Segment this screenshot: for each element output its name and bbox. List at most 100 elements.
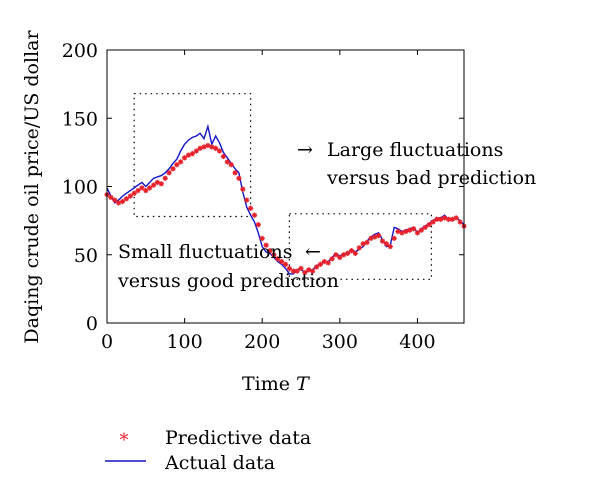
x-tick-label: 400 [399, 331, 435, 353]
predictive-point [345, 250, 351, 256]
predictive-point [418, 227, 424, 233]
predictive-point [240, 186, 246, 192]
predictive-point [313, 264, 320, 270]
predictive-point [248, 205, 254, 211]
predictive-point [263, 242, 269, 248]
legend: * Predictive data Actual data [105, 427, 311, 474]
predictive-point [119, 198, 126, 205]
predictive-point [244, 197, 250, 203]
predictive-point [151, 182, 157, 188]
predictive-point [376, 233, 382, 239]
predictive-point [143, 188, 149, 194]
predictive-point [414, 230, 420, 236]
predictive-point [232, 170, 238, 176]
predictive-point [290, 268, 296, 274]
predictive-point [411, 226, 417, 232]
x-tick-label: 300 [322, 331, 358, 353]
x-axis-title-var: T [296, 373, 310, 395]
predictive-point [453, 215, 459, 221]
predictive-point [189, 151, 195, 157]
predictive-point [182, 155, 188, 161]
predictive-point [216, 148, 223, 154]
predictive-point [395, 228, 401, 235]
predictive-point [325, 260, 331, 266]
predictive-point [158, 181, 164, 187]
predictive-point [271, 252, 277, 258]
annotation-large-arrow: → [297, 139, 313, 161]
annotation-large: → Large fluctuations versus bad predicti… [297, 139, 536, 189]
y-tick-label: 100 [62, 177, 98, 199]
predictive-point [426, 222, 432, 228]
predictive-point [337, 254, 343, 261]
predictive-point [391, 235, 397, 241]
predictive-point [379, 238, 386, 244]
predictive-point [360, 241, 366, 247]
predictive-point [457, 219, 463, 225]
predictive-point [329, 256, 335, 262]
predictive-point [286, 265, 292, 271]
predictive-point [442, 215, 448, 221]
annotation-small-arrow: ← [305, 241, 321, 263]
predictive-point [364, 239, 370, 246]
legend-label-actual: Actual data [164, 452, 275, 474]
predictive-point [115, 200, 122, 206]
predictive-point [178, 159, 184, 165]
predictive-point [228, 162, 234, 168]
annotation-small-line1: Small fluctuations [118, 241, 292, 263]
predictive-point [348, 248, 355, 254]
y-tick-label: 0 [86, 313, 98, 335]
predictive-point [162, 175, 168, 181]
x-axis-title-text: Time [242, 373, 290, 395]
highlight-box-1 [133, 93, 252, 218]
predictive-point [403, 228, 409, 235]
predictive-point [236, 175, 242, 181]
x-axis-title: Time T [242, 373, 310, 395]
predictive-point [224, 159, 230, 165]
predictive-point [213, 145, 219, 151]
highlight-boxes [133, 93, 433, 280]
predictive-point [131, 190, 137, 196]
predictive-point [430, 219, 436, 225]
predictive-point [275, 256, 281, 262]
x-tick-label: 100 [166, 331, 202, 353]
predictive-point [108, 194, 114, 200]
predictive-point [294, 268, 300, 274]
predictive-point [193, 148, 199, 154]
predictive-point [255, 222, 261, 228]
predictive-point [112, 197, 118, 203]
series-group [104, 123, 467, 276]
predictive-point [123, 196, 130, 202]
predictive-point [127, 193, 133, 199]
predictive-point [368, 235, 374, 241]
legend-label-predictive: Predictive data [165, 427, 311, 449]
predictive-point [298, 265, 304, 271]
legend-marker-predictive: * [120, 430, 129, 451]
predictive-point [147, 185, 153, 191]
predictive-point [434, 216, 440, 222]
predictive-point [170, 166, 176, 172]
predictive-point [135, 188, 141, 194]
y-tick-label: 50 [74, 245, 98, 267]
annotation-large-line1: Large fluctuations [327, 139, 503, 161]
predictive-point [259, 235, 265, 241]
predictive-point [139, 185, 145, 191]
x-tick-label: 0 [101, 331, 113, 353]
predictive-point [251, 212, 258, 218]
predictive-point [383, 241, 389, 247]
y-axis-title: Daqing crude oil price/US dollar [21, 30, 43, 344]
y-tick-label: 200 [62, 40, 98, 62]
y-tick-label: 150 [62, 108, 98, 130]
predictive-point [220, 153, 226, 160]
predictive-point [372, 234, 378, 240]
predictive-point [302, 269, 308, 276]
predictive-point [352, 250, 358, 256]
predictive-point [387, 244, 393, 250]
x-tick-label: 200 [244, 331, 280, 353]
predictive-point [422, 224, 428, 230]
annotation-large-line2: versus bad prediction [326, 167, 536, 189]
predictive-point [282, 261, 289, 267]
annotation-small: Small fluctuations ← versus good predict… [117, 241, 339, 292]
annotation-small-line2: versus good prediction [117, 270, 339, 292]
predictive-point [356, 245, 362, 251]
